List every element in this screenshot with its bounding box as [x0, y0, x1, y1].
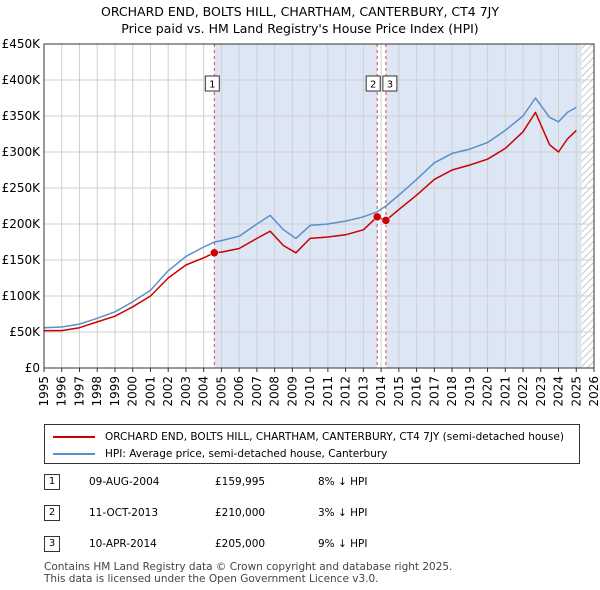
sale-label-box [382, 75, 398, 92]
x-tick-label: 2016 [410, 376, 424, 407]
sale-point [381, 216, 391, 225]
sale-label-text: 1 [209, 80, 215, 91]
footer: Contains HM Land Registry data © Crown c… [44, 561, 452, 585]
x-tick-label: 2022 [516, 376, 530, 407]
x-tick-label: 2014 [374, 376, 388, 407]
x-tick-label: 1997 [72, 376, 86, 407]
transaction-price: £159,995 [215, 476, 266, 488]
sale-label-text: 2 [370, 80, 376, 91]
x-tick-label: 2023 [534, 376, 548, 407]
y-tick-label: £400K [2, 73, 42, 87]
x-tick-label: 2026 [587, 376, 600, 407]
x-tick-label: 2017 [427, 376, 441, 407]
transaction-hpi: 3% ↓ HPI [318, 507, 368, 519]
chart-legend: ORCHARD END, BOLTS HILL, CHARTHAM, CANTE… [44, 424, 580, 464]
plot-frame [43, 43, 595, 369]
x-tick-label: 2012 [339, 376, 353, 407]
transaction-badge: 1 [44, 474, 60, 490]
x-tick-label: 2006 [232, 376, 246, 407]
y-tick-label: £350K [2, 109, 42, 123]
sale-label-box [365, 75, 381, 92]
y-tick-label: £250K [2, 181, 42, 195]
x-tick-label: 2019 [463, 376, 477, 407]
x-tick-label: 2024 [552, 376, 566, 407]
sale-point [372, 212, 382, 222]
transaction-hpi: 9% ↓ HPI [318, 538, 368, 550]
transaction-price: £205,000 [215, 538, 266, 550]
y-tick-label: £0 [25, 361, 40, 375]
legend-label-hpi: HPI: Average price, semi-detached house,… [105, 448, 388, 460]
x-tick-label: 2018 [445, 376, 459, 407]
x-tick-label: 2003 [179, 376, 193, 407]
y-tick-label: £100K [2, 289, 42, 303]
x-tick-label: 2005 [214, 376, 228, 407]
x-tick-label: 2001 [143, 376, 157, 407]
y-tick-label: £450K [2, 37, 42, 51]
transaction-hpi: 8% ↓ HPI [318, 476, 368, 488]
legend-item-property: ORCHARD END, BOLTS HILL, CHARTHAM, CANTE… [53, 429, 564, 445]
x-tick-label: 2007 [250, 376, 264, 407]
sale-point [210, 248, 219, 258]
future-hatch [581, 44, 594, 368]
x-tick-label: 2015 [392, 376, 406, 407]
x-tick-label: 2004 [197, 376, 211, 407]
x-tick-label: 2009 [285, 376, 299, 407]
transaction-date: 10-APR-2014 [89, 538, 157, 550]
x-tick-label: 2008 [268, 376, 282, 407]
transaction-date: 11-OCT-2013 [89, 507, 158, 519]
transaction-badge: 2 [44, 505, 60, 521]
chart-title: ORCHARD END, BOLTS HILL, CHARTHAM, CANTE… [100, 4, 499, 19]
legend-swatch-property [53, 436, 95, 438]
sale-label-box [204, 75, 220, 92]
legend-label-property: ORCHARD END, BOLTS HILL, CHARTHAM, CANTE… [105, 431, 564, 443]
series-line [44, 111, 577, 332]
footer-licence: This data is licensed under the Open Gov… [44, 573, 379, 585]
x-tick-label: 2013 [356, 376, 370, 407]
x-tick-label: 1995 [37, 376, 51, 407]
x-tick-label: 2025 [569, 376, 583, 407]
legend-swatch-hpi [53, 453, 95, 455]
chart-subtitle: Price paid vs. HM Land Registry's House … [121, 21, 479, 36]
y-tick-label: £50K [9, 325, 41, 339]
x-tick-label: 2021 [498, 376, 512, 407]
shaded-range [385, 44, 582, 368]
x-tick-label: 2000 [126, 376, 140, 407]
transaction-price: £210,000 [215, 507, 266, 519]
price-chart: £0 £50K £100K £150K £200K £250K £300K £350K £400… [2, 37, 600, 407]
y-tick-label: £200K [2, 217, 42, 231]
shaded-range [214, 44, 378, 368]
x-tick-label: 1996 [55, 376, 69, 407]
legend-item-hpi: HPI: Average price, semi-detached house,… [53, 446, 387, 462]
y-tick-label: £300K [2, 145, 42, 159]
x-tick-label: 2002 [161, 376, 175, 407]
transaction-date: 09-AUG-2004 [89, 476, 160, 488]
transaction-badge: 3 [44, 536, 60, 552]
x-tick-label: 2020 [481, 376, 495, 407]
footer-copyright: Contains HM Land Registry data © Crown c… [44, 561, 453, 573]
x-tick-label: 1999 [108, 376, 122, 407]
x-tick-label: 2011 [321, 376, 335, 407]
x-tick-label: 2010 [303, 376, 317, 407]
x-tick-label: 1998 [90, 376, 104, 407]
series-line [43, 97, 577, 329]
sale-label-text: 3 [387, 80, 393, 91]
y-tick-label: £150K [2, 253, 42, 267]
